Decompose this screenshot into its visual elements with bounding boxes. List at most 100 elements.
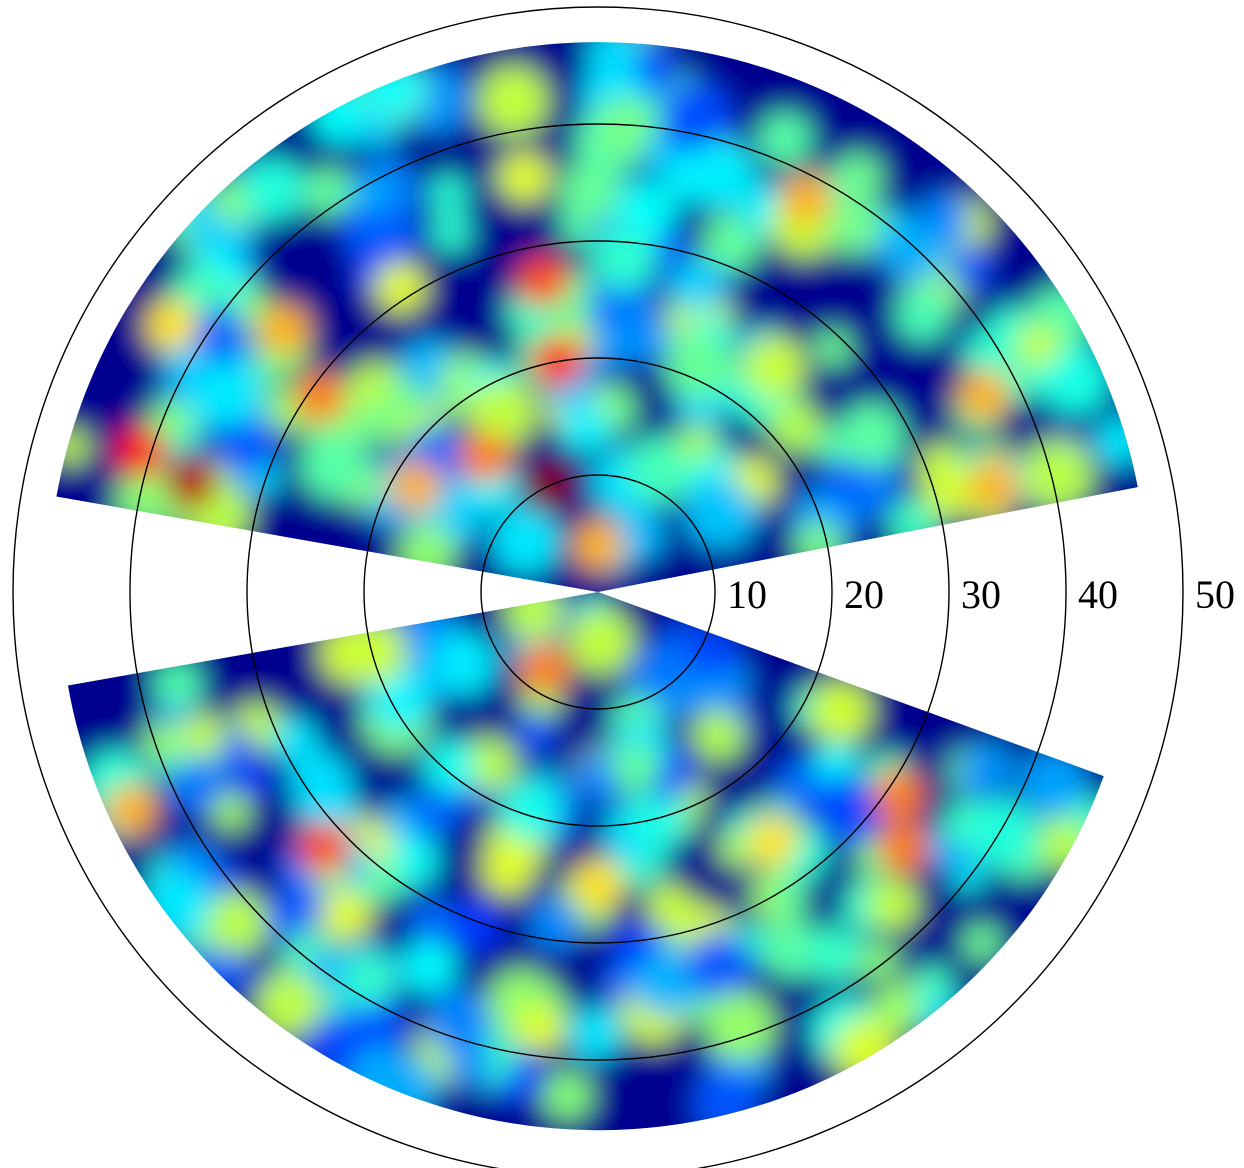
heatmap-hotspot	[780, 173, 833, 226]
heatmap-cell	[446, 898, 502, 954]
heatmap-hotspot	[572, 858, 624, 911]
heatmap-cell	[625, 789, 686, 851]
tick-label-40: 40	[1078, 572, 1118, 617]
heatmap-cell	[492, 507, 559, 575]
heatmap-cell	[815, 774, 885, 844]
heatmap-hotspot	[389, 460, 442, 513]
tick-label-10: 10	[727, 572, 767, 617]
heatmap-cell	[347, 1045, 420, 1117]
heatmap-cell	[1037, 819, 1090, 871]
heatmap-cell	[687, 140, 756, 209]
heatmap-cell	[805, 926, 862, 983]
heatmap-cell	[743, 335, 806, 398]
heatmap-cell	[398, 523, 456, 581]
heatmap-cell	[1021, 439, 1094, 512]
heatmap-hotspot	[298, 821, 351, 874]
heatmap-cell	[299, 432, 367, 500]
heatmap-cell	[668, 259, 720, 311]
heatmap-cell	[499, 779, 562, 841]
heatmap-cell	[515, 1005, 564, 1054]
heatmap-cell	[461, 736, 517, 792]
heatmap-cell	[871, 984, 922, 1035]
heatmap-cell	[587, 42, 639, 79]
grid-ring-20	[363, 357, 833, 827]
heatmap-cell	[256, 971, 322, 1037]
grid-ring-10	[480, 474, 716, 710]
heatmap-cell	[594, 96, 655, 157]
heatmap-cell	[301, 948, 339, 987]
heatmap-cell	[838, 402, 905, 469]
heatmap-hotspot	[692, 709, 745, 762]
heatmap-cell	[591, 226, 657, 291]
heatmap-cell	[610, 923, 653, 966]
heatmap-cell	[528, 896, 582, 951]
heatmap-cell	[809, 679, 873, 743]
heatmap-cell	[702, 213, 761, 272]
heatmap-cell	[692, 1070, 759, 1131]
heatmap-cell	[794, 521, 842, 569]
heatmap-cell	[478, 65, 549, 136]
heatmap-hotspot	[872, 768, 925, 821]
tick-label-20: 20	[844, 572, 884, 617]
heatmap-hotspot	[105, 783, 158, 836]
grid-ring-40	[129, 123, 1067, 1061]
heatmap-hotspot	[319, 888, 372, 941]
heatmap-cell	[1020, 749, 1086, 816]
heatmap-cell	[677, 423, 718, 464]
heatmap-cell	[559, 161, 622, 224]
heatmap-cell	[568, 1008, 620, 1061]
heatmap-hotspot	[258, 302, 311, 355]
heatmap-hotspot	[113, 425, 166, 478]
heatmap-cell	[947, 245, 993, 290]
heatmap-cell	[193, 359, 262, 428]
heatmap-hotspot	[957, 369, 1010, 422]
heatmap-cell	[1015, 323, 1060, 368]
heatmap-cell	[56, 428, 90, 465]
heatmap-cell	[297, 775, 357, 835]
heatmap-cell	[143, 723, 182, 762]
heatmap-cell	[432, 632, 496, 696]
heatmap-cell	[814, 742, 858, 786]
heatmap-cell	[350, 173, 392, 215]
heatmap-cell	[968, 798, 1037, 867]
heatmap-cell	[430, 212, 472, 253]
heatmap-cell	[369, 667, 431, 730]
grid-ring-50	[12, 6, 1184, 1168]
radial-grid	[12, 6, 1184, 1168]
heatmap-cell	[409, 786, 459, 836]
heatmap-cell	[646, 883, 693, 930]
heatmap-cell	[203, 890, 268, 956]
heatmap-hotspot	[459, 431, 512, 484]
heatmap-cell	[822, 460, 864, 502]
heatmap-cell	[758, 112, 812, 166]
heatmap-hotspot	[518, 642, 571, 695]
heatmap-hotspot	[572, 519, 624, 572]
heatmap-cell	[271, 717, 318, 764]
heatmap-hotspot	[481, 844, 534, 897]
heatmap-cell	[833, 152, 883, 202]
heatmap-cell	[567, 608, 635, 675]
heatmap-cell	[626, 435, 696, 504]
heatmap-cell	[761, 918, 821, 979]
heatmap-cell	[189, 306, 249, 365]
heatmap-cell	[962, 923, 1002, 963]
heatmap-cell	[426, 989, 494, 1057]
heatmap-cell	[169, 758, 226, 815]
heatmap-cell	[560, 404, 610, 454]
heatmap-cell	[364, 862, 405, 903]
heatmap-cell	[429, 174, 469, 214]
heatmap-cell	[960, 756, 1002, 798]
heatmap-hotspot	[145, 299, 198, 352]
heatmap-cell	[240, 157, 305, 222]
heatmap-cell	[351, 1000, 407, 1055]
heatmap-hotspot	[165, 457, 218, 509]
heatmap-cell	[685, 477, 757, 549]
heatmap-cell	[212, 793, 250, 831]
heatmap-cell	[664, 330, 735, 401]
heatmap-cell	[304, 167, 353, 217]
heatmap-cell	[915, 964, 953, 1002]
heatmap-cell	[884, 224, 944, 284]
heatmap-cell	[513, 713, 555, 755]
heatmap-cell	[814, 329, 853, 367]
heatmap-cell	[895, 288, 950, 343]
